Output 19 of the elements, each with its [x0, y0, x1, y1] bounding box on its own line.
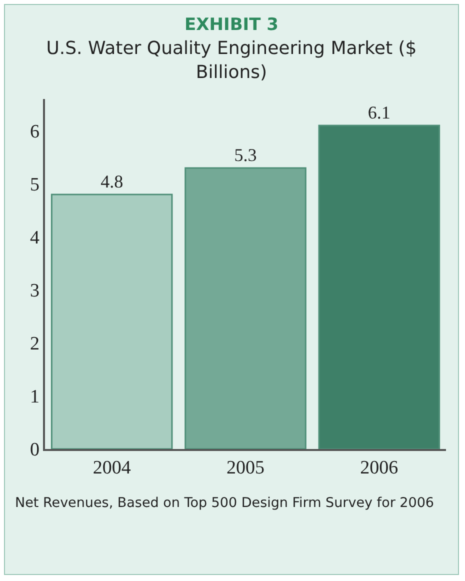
chart-title: EXHIBIT 3 [184, 15, 280, 35]
x-tick-label: 2005 [226, 458, 264, 479]
x-tick-label: 2006 [360, 458, 398, 479]
text: Net Revenues, Based on Top 500 Design Firm Survey for 2006 [15, 494, 435, 513]
chart-subtitle: U.S. Water Quality Engineering Market ($ Billions) [45, 37, 418, 85]
y-tick-label: 0 [30, 440, 40, 461]
y-tick-label: 2 [30, 334, 40, 355]
y-tick-label: 4 [30, 228, 40, 249]
x-tick-label: 2004 [92, 458, 132, 479]
data-label: 5.3 [234, 144, 257, 165]
y-tick-label: 3 [30, 280, 40, 302]
y-tick-label: 1 [30, 386, 40, 408]
data-label: 4.8 [100, 171, 124, 192]
bar [184, 167, 306, 449]
y-tick-label: 6 [30, 121, 40, 142]
bar [50, 194, 173, 449]
y-tick-label: 5 [30, 174, 40, 196]
bar [318, 124, 440, 449]
data-label: 6.1 [368, 102, 390, 123]
